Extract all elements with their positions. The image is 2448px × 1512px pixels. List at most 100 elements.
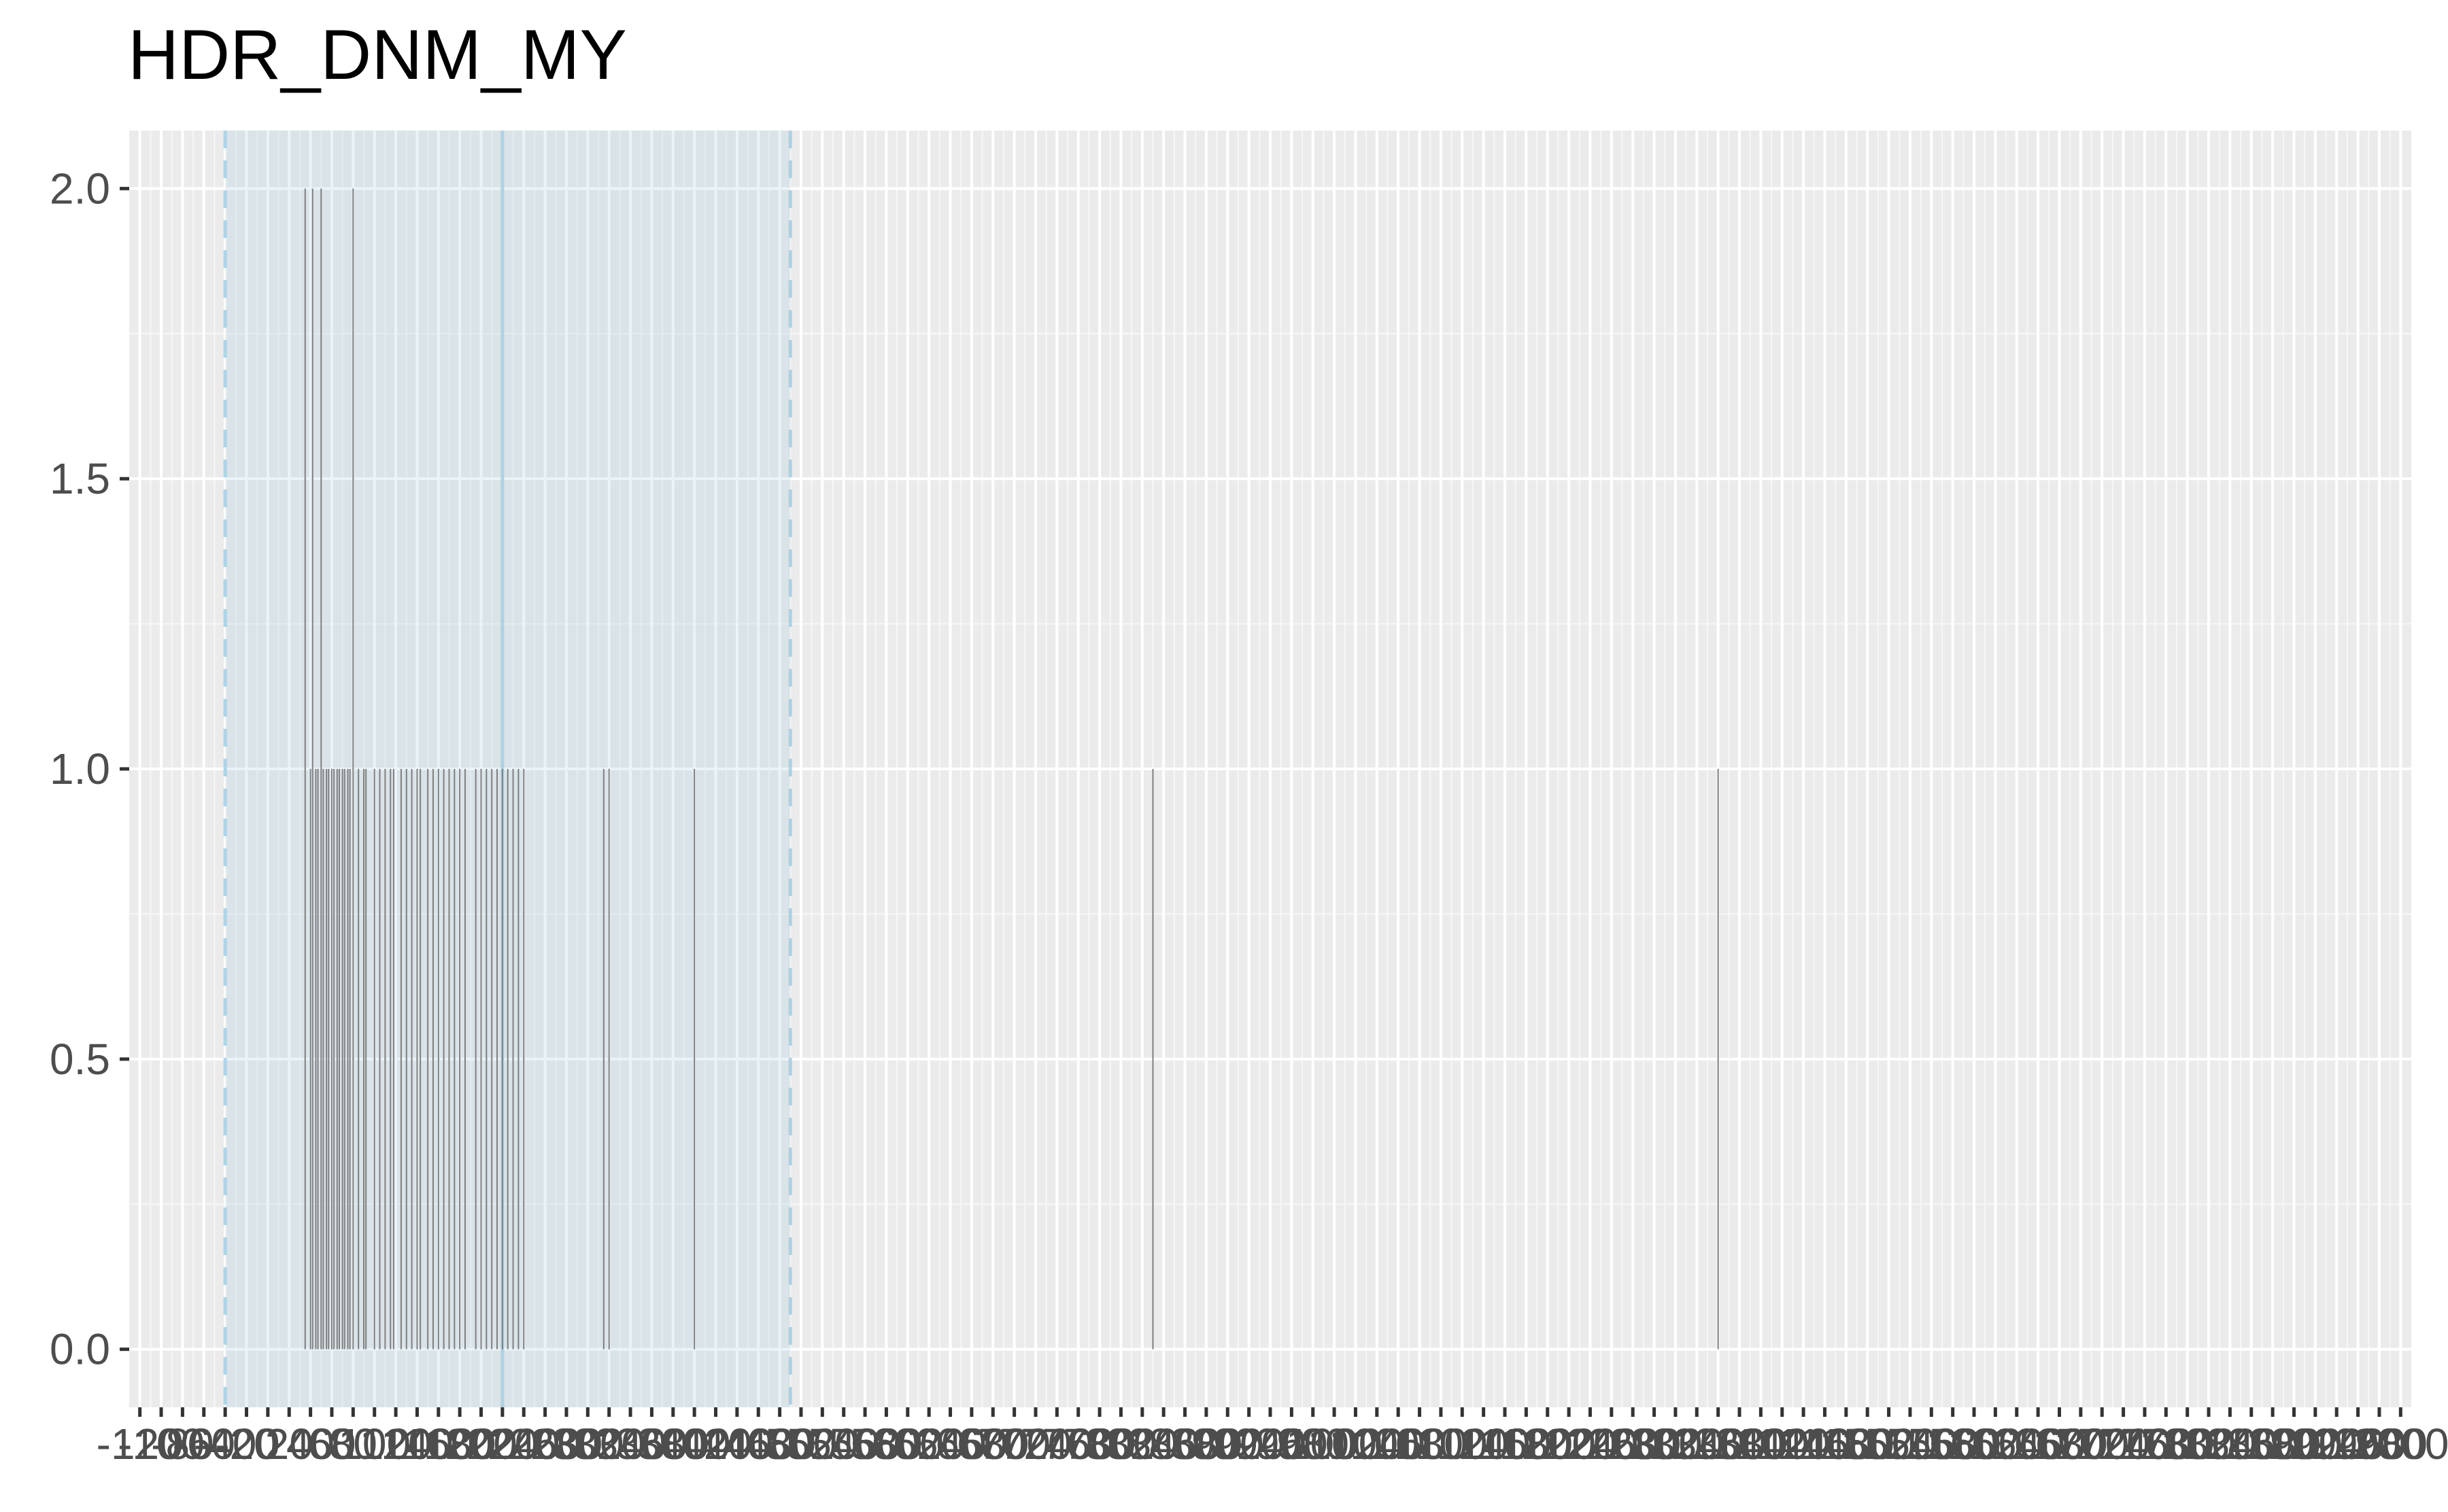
x-tick-label: 1840 <box>2181 1420 2278 1468</box>
x-tick-label: 480 <box>743 1420 816 1468</box>
x-tick-label: 1920 <box>2267 1420 2364 1468</box>
x-tick-label: 800 <box>1085 1420 1157 1468</box>
x-tick-label: 1960 <box>2309 1420 2406 1468</box>
x-tick-label: 1900 <box>2245 1420 2342 1468</box>
x-tick-label: 180 <box>424 1420 496 1468</box>
x-tick-label: 520 <box>786 1420 859 1468</box>
x-tick-label: 1220 <box>1520 1420 1617 1468</box>
x-tick-label: 1740 <box>2075 1420 2171 1468</box>
x-tick-label: 1060 <box>1350 1420 1446 1468</box>
x-tick-label: 940 <box>1234 1420 1307 1468</box>
x-tick-label: 380 <box>636 1420 709 1468</box>
x-tick-label: 600 <box>871 1420 944 1468</box>
x-tick-label: 1640 <box>1969 1420 2065 1468</box>
x-tick-label: 740 <box>1021 1420 1093 1468</box>
chart-title: HDR_DNM_MY <box>128 16 627 94</box>
y-tick-label: 1.5 <box>50 454 110 503</box>
x-tick-label: 1300 <box>1605 1420 1702 1468</box>
x-tick-label: 1160 <box>1458 1420 1552 1468</box>
x-tick-label: 500 <box>765 1420 838 1468</box>
x-tick-label: 140 <box>381 1420 454 1468</box>
x-tick-label: 1480 <box>1798 1420 1894 1468</box>
x-tick-label: 1120 <box>1415 1420 1509 1468</box>
x-tick-label: 820 <box>1106 1420 1178 1468</box>
x-tick-label: 840 <box>1127 1420 1200 1468</box>
x-tick-label: 0 <box>256 1420 280 1468</box>
x-tick-label: 1180 <box>1480 1420 1574 1468</box>
x-tick-label: 880 <box>1170 1420 1243 1468</box>
x-tick-label: 860 <box>1149 1420 1221 1468</box>
x-tick-label: 1280 <box>1584 1420 1681 1468</box>
x-tick-label: 80 <box>329 1420 377 1468</box>
x-tick-label: 1880 <box>2224 1420 2321 1468</box>
x-tick-label: 1560 <box>1883 1420 1979 1468</box>
x-tick-label: 1380 <box>1691 1420 1788 1468</box>
y-tick-label: 0.0 <box>50 1325 110 1374</box>
x-tick-label: 1820 <box>2160 1420 2257 1468</box>
x-tick-label: 1500 <box>1819 1420 1916 1468</box>
x-tick-label: 1000 <box>1286 1420 1382 1468</box>
x-tick-label: 460 <box>722 1420 795 1468</box>
x-tick-label: 260 <box>509 1420 581 1468</box>
x-tick-label: -60 <box>173 1420 236 1468</box>
x-tick-label: 1200 <box>1499 1420 1596 1468</box>
x-tick-label: 200 <box>445 1420 517 1468</box>
x-tick-label: 920 <box>1212 1420 1285 1468</box>
x-tick-label: 780 <box>1064 1420 1136 1468</box>
x-tick-label: 400 <box>658 1420 731 1468</box>
x-tick-label: 2000 <box>2352 1420 2448 1468</box>
x-tick-label: 1040 <box>1329 1420 1425 1468</box>
x-tick-label: 60 <box>307 1420 356 1468</box>
x-tick-label: 340 <box>594 1420 667 1468</box>
x-tick-label: 100 <box>338 1420 411 1468</box>
x-tick-label: 40 <box>286 1420 335 1468</box>
x-tick-label: 700 <box>978 1420 1051 1468</box>
x-tick-label: 1080 <box>1371 1420 1467 1468</box>
x-tick-label: 980 <box>1276 1420 1349 1468</box>
x-tick-label: 1660 <box>1990 1420 2086 1468</box>
x-tick-label: 1360 <box>1669 1420 1766 1468</box>
x-tick-label: 120 <box>360 1420 432 1468</box>
x-tick-label: 1680 <box>2011 1420 2107 1468</box>
x-tick-label: 1240 <box>1542 1420 1638 1468</box>
x-tick-label: 1460 <box>1776 1420 1873 1468</box>
x-tick-label: 580 <box>850 1420 923 1468</box>
x-tick-label: 720 <box>1000 1420 1072 1468</box>
x-tick-label: 620 <box>893 1420 966 1468</box>
x-tick-label: 20 <box>265 1420 313 1468</box>
x-tick-label: 1020 <box>1307 1420 1404 1468</box>
x-tick-label: 960 <box>1255 1420 1328 1468</box>
x-tick-label: 1260 <box>1563 1420 1660 1468</box>
x-tick-label: 1720 <box>2054 1420 2150 1468</box>
x-tick-label: 560 <box>829 1420 902 1468</box>
x-tick-label: 1600 <box>1926 1420 2022 1468</box>
bars-group <box>304 188 1719 1350</box>
x-axis: -120-100-80-60-40-2002040608010012014016… <box>97 1407 2448 1468</box>
x-tick-label: -20 <box>215 1420 278 1468</box>
x-tick-label: 1520 <box>1840 1420 1937 1468</box>
x-tick-label: 1580 <box>1904 1420 2001 1468</box>
x-tick-label: 1780 <box>2118 1420 2214 1468</box>
x-tick-label: 760 <box>1042 1420 1115 1468</box>
x-tick-label: 300 <box>551 1420 624 1468</box>
x-tick-label: -100 <box>118 1420 205 1468</box>
x-tick-label: 1340 <box>1648 1420 1745 1468</box>
x-tick-label: 640 <box>914 1420 987 1468</box>
x-tick-label: 1440 <box>1755 1420 1852 1468</box>
x-tick-label: 1320 <box>1627 1420 1724 1468</box>
x-tick-label: 1800 <box>2139 1420 2235 1468</box>
x-tick-label: 420 <box>679 1420 752 1468</box>
x-tick-label: 1700 <box>2033 1420 2129 1468</box>
y-tick-label: 2.0 <box>50 164 110 213</box>
x-tick-label: 1100 <box>1394 1420 1488 1468</box>
x-tick-label: 1140 <box>1437 1420 1531 1468</box>
y-tick-label: 1.0 <box>50 744 110 793</box>
x-tick-label: 320 <box>573 1420 645 1468</box>
x-tick-label: -80 <box>151 1420 214 1468</box>
x-tick-label: 1420 <box>1734 1420 1831 1468</box>
x-tick-label: 1540 <box>1862 1420 1958 1468</box>
x-tick-label: 1400 <box>1712 1420 1809 1468</box>
y-tick-label: 0.5 <box>50 1035 110 1084</box>
